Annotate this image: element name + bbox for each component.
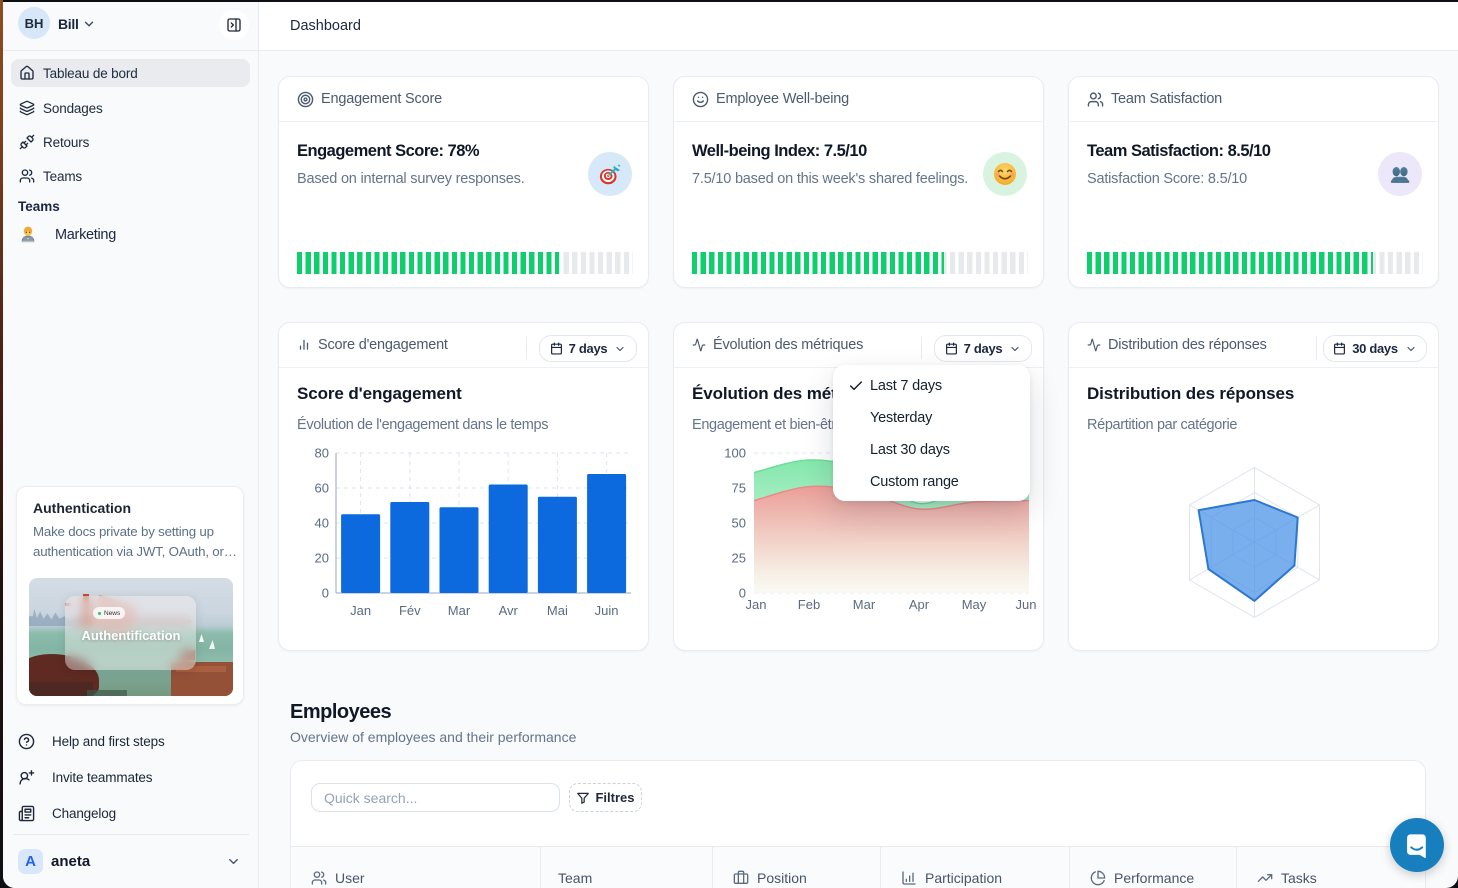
- svg-text:Avr: Avr: [499, 603, 519, 618]
- svg-text:Jan: Jan: [746, 597, 767, 612]
- svg-text:25: 25: [732, 551, 746, 566]
- svg-text:Feb: Feb: [798, 597, 820, 612]
- svg-text:May: May: [962, 597, 987, 612]
- svg-text:75: 75: [732, 481, 746, 496]
- svg-text:40: 40: [315, 516, 329, 531]
- svg-text:100: 100: [724, 446, 746, 461]
- svg-text:Apr: Apr: [909, 597, 930, 612]
- svg-text:20: 20: [315, 551, 329, 566]
- svg-text:80: 80: [315, 446, 329, 461]
- svg-text:60: 60: [315, 481, 329, 496]
- svg-text:Mar: Mar: [853, 597, 876, 612]
- svg-text:Mai: Mai: [547, 603, 568, 618]
- svg-text:50: 50: [732, 516, 746, 531]
- svg-text:Jun: Jun: [1016, 597, 1037, 612]
- svg-text:0: 0: [322, 586, 329, 601]
- svg-text:0: 0: [739, 586, 746, 601]
- svg-text:Fév: Fév: [399, 603, 421, 618]
- svg-text:Mar: Mar: [448, 603, 471, 618]
- svg-text:Juin: Juin: [595, 603, 619, 618]
- svg-text:Jan: Jan: [350, 603, 371, 618]
